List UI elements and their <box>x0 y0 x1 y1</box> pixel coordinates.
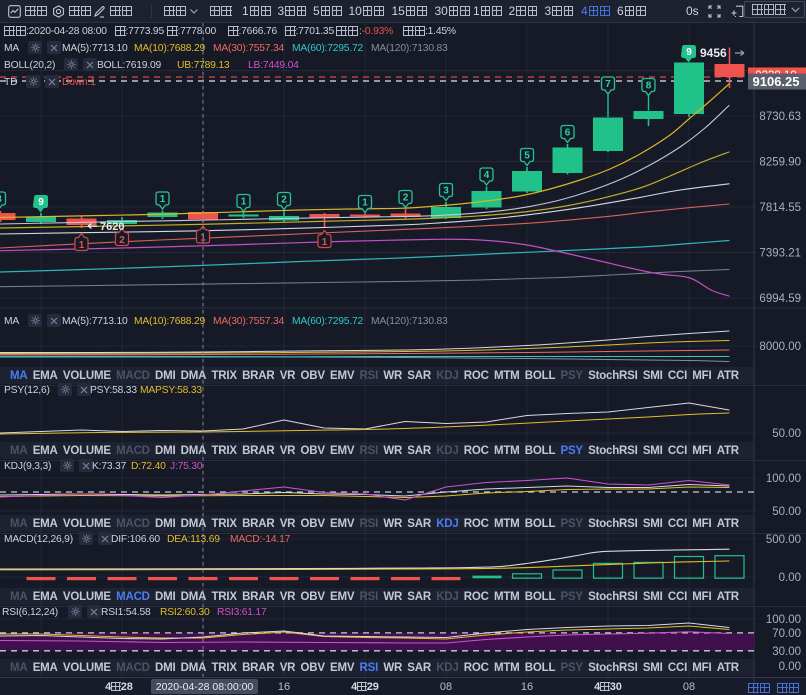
svg-text:3: 3 <box>0 194 2 205</box>
svg-text:0.00: 0.00 <box>779 661 801 673</box>
svg-text:3: 3 <box>443 186 449 197</box>
svg-text:2: 2 <box>119 235 125 246</box>
svg-text:7620: 7620 <box>100 221 124 233</box>
svg-text:1: 1 <box>79 240 85 251</box>
svg-text:8000.00: 8000.00 <box>759 341 801 353</box>
svg-text:100.00: 100.00 <box>766 473 801 485</box>
svg-text:30.00: 30.00 <box>772 646 801 658</box>
svg-text:1: 1 <box>160 194 166 205</box>
svg-text:9106.25: 9106.25 <box>753 74 800 89</box>
svg-text:7393.21: 7393.21 <box>759 248 801 260</box>
svg-text:7814.55: 7814.55 <box>759 202 801 214</box>
svg-text:5: 5 <box>524 151 530 162</box>
svg-text:50.00: 50.00 <box>772 506 801 518</box>
svg-text:1: 1 <box>362 198 368 209</box>
svg-text:0.00: 0.00 <box>779 572 801 584</box>
svg-text:7: 7 <box>605 79 611 90</box>
svg-text:6994.59: 6994.59 <box>759 293 801 305</box>
svg-text:9456: 9456 <box>700 46 727 60</box>
svg-text:4: 4 <box>484 170 490 181</box>
svg-text:1: 1 <box>241 197 247 208</box>
svg-text:8730.63: 8730.63 <box>759 111 801 123</box>
svg-text:50.00: 50.00 <box>772 428 801 440</box>
svg-text:2: 2 <box>281 195 287 206</box>
svg-text:6: 6 <box>565 128 571 139</box>
svg-text:8: 8 <box>646 81 652 92</box>
svg-text:500.00: 500.00 <box>766 534 801 546</box>
svg-text:8259.90: 8259.90 <box>759 157 801 169</box>
svg-text:100.00: 100.00 <box>766 614 801 626</box>
svg-text:2: 2 <box>403 193 409 204</box>
svg-text:70.00: 70.00 <box>772 628 801 640</box>
svg-text:1: 1 <box>200 233 206 244</box>
svg-text:9: 9 <box>38 197 44 208</box>
svg-text:9: 9 <box>686 47 692 58</box>
svg-text:1: 1 <box>322 237 328 248</box>
